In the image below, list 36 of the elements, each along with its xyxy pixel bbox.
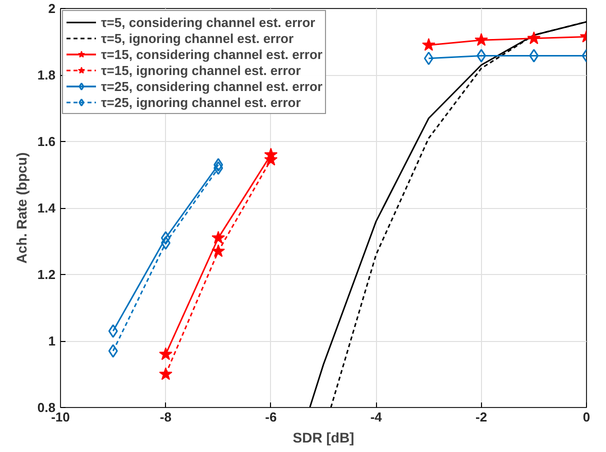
point — [212, 244, 225, 257]
point — [108, 324, 118, 338]
point — [159, 347, 172, 360]
x-tick-label: -4 — [370, 410, 383, 424]
point — [160, 231, 170, 245]
legend-label: τ=15, considering channel est. error — [101, 46, 322, 62]
y-tick-label: 0.8 — [37, 400, 56, 415]
y-tick-label: 1.6 — [37, 134, 56, 149]
legend-label: τ=15, ignoring channel est. error — [101, 62, 301, 78]
point — [474, 33, 488, 46]
point — [214, 158, 224, 172]
x-tick-label: 0 — [582, 410, 590, 424]
point — [212, 230, 225, 244]
x-tick-label: -2 — [476, 410, 488, 424]
point — [422, 38, 436, 51]
point — [424, 52, 434, 66]
point — [529, 48, 539, 62]
x-tick-label: -8 — [160, 410, 172, 424]
y-tick-label: 1.2 — [37, 267, 56, 282]
point — [160, 236, 170, 250]
legend-label: τ=5, considering channel est. error — [101, 14, 316, 30]
x-axis-title: SDR [dB] — [292, 430, 354, 446]
y-tick-label: 2 — [48, 1, 56, 16]
point — [108, 344, 118, 358]
y-tick-label: 1.8 — [37, 68, 56, 82]
point — [159, 367, 172, 380]
x-tick-label: -6 — [265, 410, 277, 424]
legend-label: τ=25, considering channel est. error — [101, 78, 322, 94]
point — [527, 31, 541, 44]
legend-label: τ=25, ignoring channel est. error — [101, 94, 301, 110]
y-tick-label: 1.4 — [37, 200, 56, 216]
y-axis-title: Ach. Rate (bpcu) — [13, 152, 30, 264]
y-tick-label: 1 — [48, 334, 56, 348]
point — [214, 161, 224, 175]
point — [476, 48, 486, 62]
legend-label: τ=5, ignoring channel est. error — [101, 30, 294, 46]
